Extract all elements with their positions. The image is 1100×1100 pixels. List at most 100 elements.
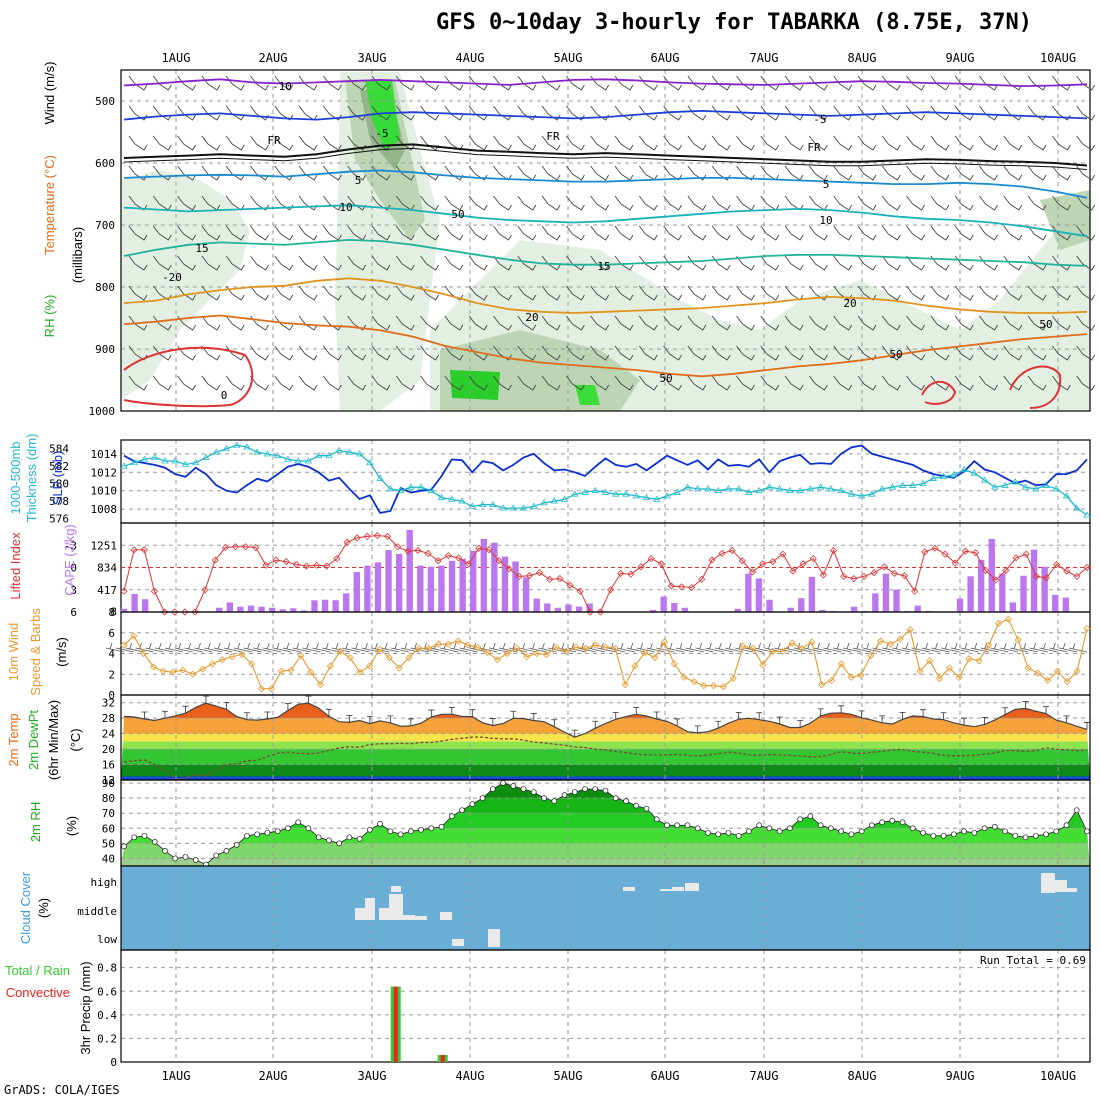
wind-speed-point xyxy=(916,667,924,675)
rh-point xyxy=(981,825,988,832)
temp-minmax-bar xyxy=(1084,722,1090,730)
temp-contour-0 xyxy=(921,380,957,405)
temp-contour--10 xyxy=(123,78,1088,88)
temp-minmax-bar xyxy=(858,710,865,718)
wind-barb xyxy=(590,345,610,361)
wind-speed-point xyxy=(1063,677,1071,686)
cape-bar xyxy=(1062,597,1070,612)
wind-barb xyxy=(857,165,877,181)
li-point xyxy=(819,571,828,579)
wind-barb xyxy=(541,105,561,121)
cloud-background xyxy=(121,866,1090,950)
wind-speed-point xyxy=(710,682,718,690)
wind-barb xyxy=(590,255,610,271)
wind-barb xyxy=(663,345,682,361)
wind-barb xyxy=(1052,345,1071,361)
wind-speed-point xyxy=(994,619,1003,627)
wind-barb xyxy=(541,285,561,301)
wind-barb xyxy=(152,105,172,121)
wind-barb xyxy=(177,195,196,211)
wind-barb xyxy=(493,105,512,121)
temp-minmax-bar xyxy=(428,709,435,718)
rh-point xyxy=(367,826,373,833)
thickness-point xyxy=(571,490,579,497)
wind-barb-10m xyxy=(1068,642,1088,653)
ylabel-wind10m-unit: (m/s) xyxy=(54,637,69,667)
wind-barb xyxy=(468,285,488,301)
wind-speed-point xyxy=(130,632,138,640)
rh-point xyxy=(346,834,353,841)
wind-barb xyxy=(1076,135,1096,151)
wind-speed-point xyxy=(837,660,845,668)
date-label-top: 8AUG xyxy=(848,51,877,65)
temp-minmax-bar xyxy=(551,719,558,727)
wind-barb xyxy=(298,135,318,151)
rh-point xyxy=(797,816,803,823)
wind-barb xyxy=(371,195,391,211)
rh-band xyxy=(121,798,1090,814)
wind-speed-point xyxy=(415,644,423,652)
wind-barb xyxy=(930,165,950,181)
wind-barb xyxy=(833,315,853,331)
date-label-bottom: 3AUG xyxy=(358,1069,387,1083)
cape-bar xyxy=(470,550,477,612)
wind-barb xyxy=(979,225,998,241)
wind-barb xyxy=(857,105,877,121)
cape-bar xyxy=(798,598,805,612)
wind-barb xyxy=(517,225,537,241)
li-point xyxy=(1002,566,1010,575)
wind-barb xyxy=(420,225,439,241)
wind-speed-point xyxy=(287,666,295,674)
temp-minmax-bar xyxy=(715,720,722,729)
rh-point xyxy=(879,819,885,826)
wind-barb xyxy=(177,135,196,151)
wind-barb xyxy=(298,195,318,211)
wind-barb xyxy=(201,375,221,391)
rh-point xyxy=(1053,828,1060,835)
wind-barb xyxy=(1027,135,1047,151)
wind-barb xyxy=(250,105,269,121)
ylabel-wind10m: 10m Wind xyxy=(6,623,21,682)
li-point xyxy=(353,534,361,542)
cape-bar xyxy=(321,599,329,612)
cape-bar xyxy=(745,573,752,612)
wind-barb-10m xyxy=(833,642,852,653)
wind-barb xyxy=(930,135,950,151)
wind-barb-10m xyxy=(253,642,272,653)
wind-speed-point xyxy=(1053,667,1062,675)
wind-barb-10m xyxy=(204,642,223,653)
temp-band xyxy=(121,703,1090,719)
thickness-point xyxy=(437,493,446,501)
wind-barb-10m xyxy=(390,642,410,653)
wind-barb xyxy=(711,195,731,211)
wind-barb xyxy=(809,165,828,181)
cape-bar xyxy=(681,607,689,612)
wind-barb-10m xyxy=(1049,642,1068,653)
temp-minmax-bar xyxy=(469,709,476,717)
thickness-point xyxy=(396,486,405,494)
wind-speed-point xyxy=(218,656,226,664)
wind-barb xyxy=(468,375,488,391)
wind-speed-point xyxy=(189,670,197,678)
wind-barb xyxy=(444,345,464,361)
wind-speed-point xyxy=(975,657,983,665)
date-label-bottom: 7AUG xyxy=(750,1069,779,1083)
wind-barb xyxy=(566,165,585,181)
wind-speed-line xyxy=(123,618,1088,690)
wind-barb xyxy=(857,135,877,151)
wind-barb xyxy=(736,225,755,241)
wind-barb xyxy=(541,255,561,271)
wind-barb xyxy=(760,315,780,331)
wind-barb xyxy=(323,75,342,91)
wind-barb-10m xyxy=(223,642,243,653)
wind-barb xyxy=(298,255,318,271)
thickness-point xyxy=(202,453,210,460)
rh-point xyxy=(1032,832,1039,839)
ylabel-rh-unit: (%) xyxy=(64,816,79,836)
wind-barb xyxy=(468,105,488,121)
li-point xyxy=(424,549,432,557)
temp-minmax-bar xyxy=(510,710,517,719)
rh-point xyxy=(172,855,179,862)
wind-barb xyxy=(517,315,537,331)
ylabel-thickness: 1000-500mb xyxy=(8,442,23,515)
